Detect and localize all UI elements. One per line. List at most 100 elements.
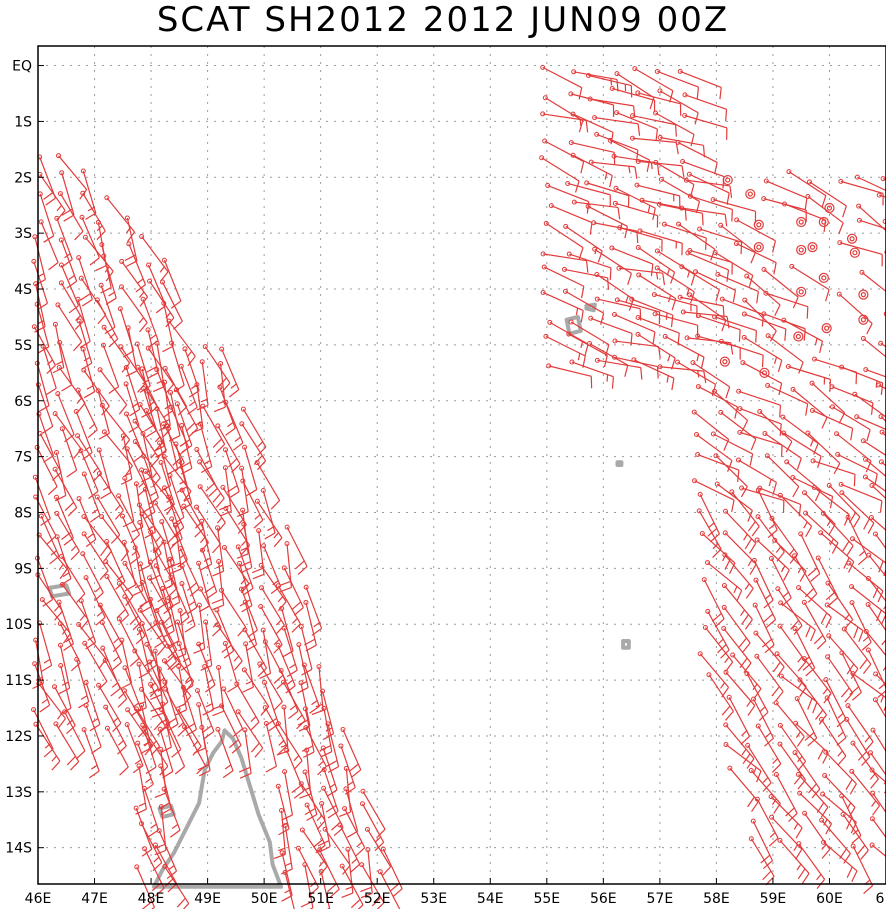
barb-station (774, 651, 780, 657)
barb-station (172, 522, 178, 528)
wind-barb (677, 68, 722, 100)
barb-station (719, 296, 725, 302)
calm-marker (793, 331, 804, 342)
wind-barb (687, 193, 733, 222)
barb-flag (759, 706, 766, 713)
barb-shaft (799, 679, 828, 716)
calm-outer-ring (793, 331, 804, 342)
barb-shaft (856, 416, 886, 431)
barb-station (148, 529, 154, 535)
barb-shaft (321, 803, 331, 847)
barb-shaft (699, 494, 721, 535)
barb-station (819, 817, 825, 823)
wind-barb (723, 669, 756, 716)
wind-barb (845, 514, 868, 566)
barb-flag (821, 848, 831, 859)
barb-flag (597, 250, 603, 263)
barb-station (136, 763, 142, 769)
barb-flag (89, 257, 100, 266)
barb-station (545, 183, 551, 189)
barb-station (687, 247, 693, 253)
barb-station (773, 772, 779, 778)
wind-barb (693, 269, 737, 303)
barb-flag (720, 649, 730, 659)
wind-barb (343, 786, 359, 838)
wind-barb (221, 686, 244, 737)
barb-flag (708, 522, 715, 528)
barb-station (585, 203, 591, 209)
wind-barb (811, 485, 850, 526)
barb-station (607, 137, 613, 143)
barb-flag (114, 510, 124, 520)
barb-flag (701, 213, 704, 226)
barb-station (62, 709, 68, 715)
barb-station (284, 747, 290, 753)
barb-shaft (750, 838, 775, 877)
barb-flag (208, 488, 218, 498)
landmass (584, 302, 597, 313)
barb-shaft (181, 425, 193, 469)
wind-barb (152, 842, 178, 893)
barb-station (340, 727, 346, 733)
barb-flag (734, 406, 739, 419)
x-tick-label: 53E (420, 891, 447, 907)
barb-station (883, 311, 886, 317)
barb-shaft (305, 587, 323, 629)
barb-station (764, 453, 770, 459)
barb-flag (805, 526, 813, 538)
barb-flag (156, 645, 166, 656)
barb-flag (356, 841, 363, 848)
barb-shaft (39, 173, 66, 211)
barb-station (81, 531, 87, 537)
barb-flag (212, 710, 224, 717)
barb-station (338, 743, 344, 749)
barb-flag (89, 514, 101, 523)
barb-shaft (826, 697, 847, 738)
wind-barb (81, 367, 110, 416)
barb-flag (155, 603, 166, 611)
wind-barb (789, 263, 830, 302)
wind-barb (275, 583, 301, 633)
barb-shaft (747, 745, 772, 783)
barb-shaft (660, 136, 704, 146)
barb-shaft (199, 461, 225, 499)
barb-station (755, 514, 761, 520)
barb-station (873, 671, 879, 677)
barb-station (863, 367, 869, 373)
barb-station (797, 790, 803, 796)
barb-station (148, 681, 154, 687)
barb-shaft (826, 604, 864, 632)
wind-barb (751, 696, 775, 747)
barb-flag (203, 730, 215, 740)
barb-flag (843, 853, 851, 864)
barb-shaft (164, 866, 190, 904)
barb-station (242, 727, 248, 733)
barb-shaft (755, 579, 777, 620)
barb-station (159, 519, 165, 525)
barb-flag (153, 720, 163, 731)
barb-station (176, 663, 182, 669)
barb-station (125, 707, 131, 713)
barb-flag (870, 402, 874, 415)
barb-station (262, 705, 268, 711)
wind-barb (657, 134, 706, 158)
barb-flag (844, 614, 850, 621)
barb-shaft (767, 384, 808, 405)
wind-barb (870, 727, 886, 753)
barb-flag (825, 616, 832, 629)
barb-station (765, 333, 771, 339)
barb-station (154, 406, 160, 412)
barb-station (826, 633, 832, 639)
barb-station (31, 258, 37, 264)
barb-station (699, 531, 705, 537)
barb-flag (88, 770, 100, 779)
wind-barb (317, 847, 340, 898)
x-tick-label: 60E (816, 891, 843, 907)
wind-barb (322, 826, 351, 875)
barb-flag (185, 676, 191, 683)
barb-flag (848, 806, 856, 818)
wind-barb (798, 531, 821, 582)
wind-barb (837, 240, 883, 267)
wind-barb (750, 818, 774, 870)
barb-flag (197, 764, 210, 771)
